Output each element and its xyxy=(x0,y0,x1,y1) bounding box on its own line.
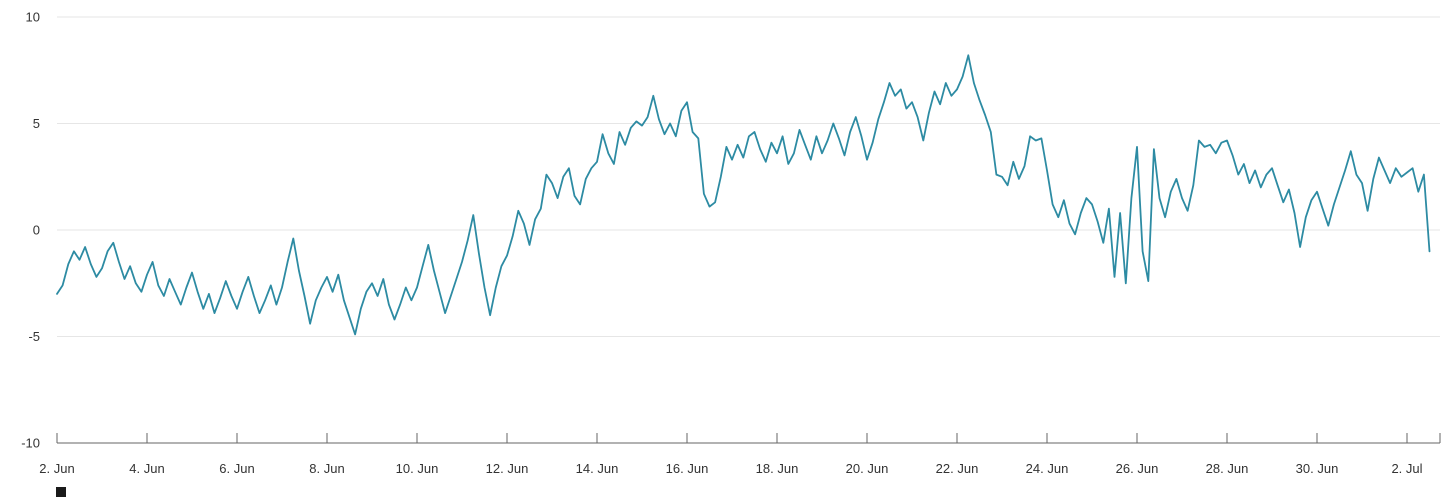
x-axis-label: 12. Jun xyxy=(486,461,529,476)
bottom-left-artifact xyxy=(56,487,66,497)
y-axis-label: 5 xyxy=(33,116,40,131)
y-axis-label: 10 xyxy=(26,10,40,25)
x-axis-label: 26. Jun xyxy=(1116,461,1159,476)
x-axis-label: 10. Jun xyxy=(396,461,439,476)
x-axis-label: 20. Jun xyxy=(846,461,889,476)
x-axis-label: 18. Jun xyxy=(756,461,799,476)
x-axis-label: 16. Jun xyxy=(666,461,709,476)
x-axis-label: 2. Jul xyxy=(1391,461,1422,476)
x-axis-label: 8. Jun xyxy=(309,461,344,476)
x-axis-label: 4. Jun xyxy=(129,461,164,476)
y-axis-label: -10 xyxy=(21,436,40,451)
y-axis-label: 0 xyxy=(33,223,40,238)
series-line xyxy=(56,54,1431,336)
x-axis-label: 24. Jun xyxy=(1026,461,1069,476)
y-axis-label: -5 xyxy=(28,329,40,344)
x-axis-label: 22. Jun xyxy=(936,461,979,476)
x-axis-label: 2. Jun xyxy=(39,461,74,476)
x-axis-label: 6. Jun xyxy=(219,461,254,476)
x-axis-label: 28. Jun xyxy=(1206,461,1249,476)
x-axis-label: 14. Jun xyxy=(576,461,619,476)
x-axis-label: 30. Jun xyxy=(1296,461,1339,476)
